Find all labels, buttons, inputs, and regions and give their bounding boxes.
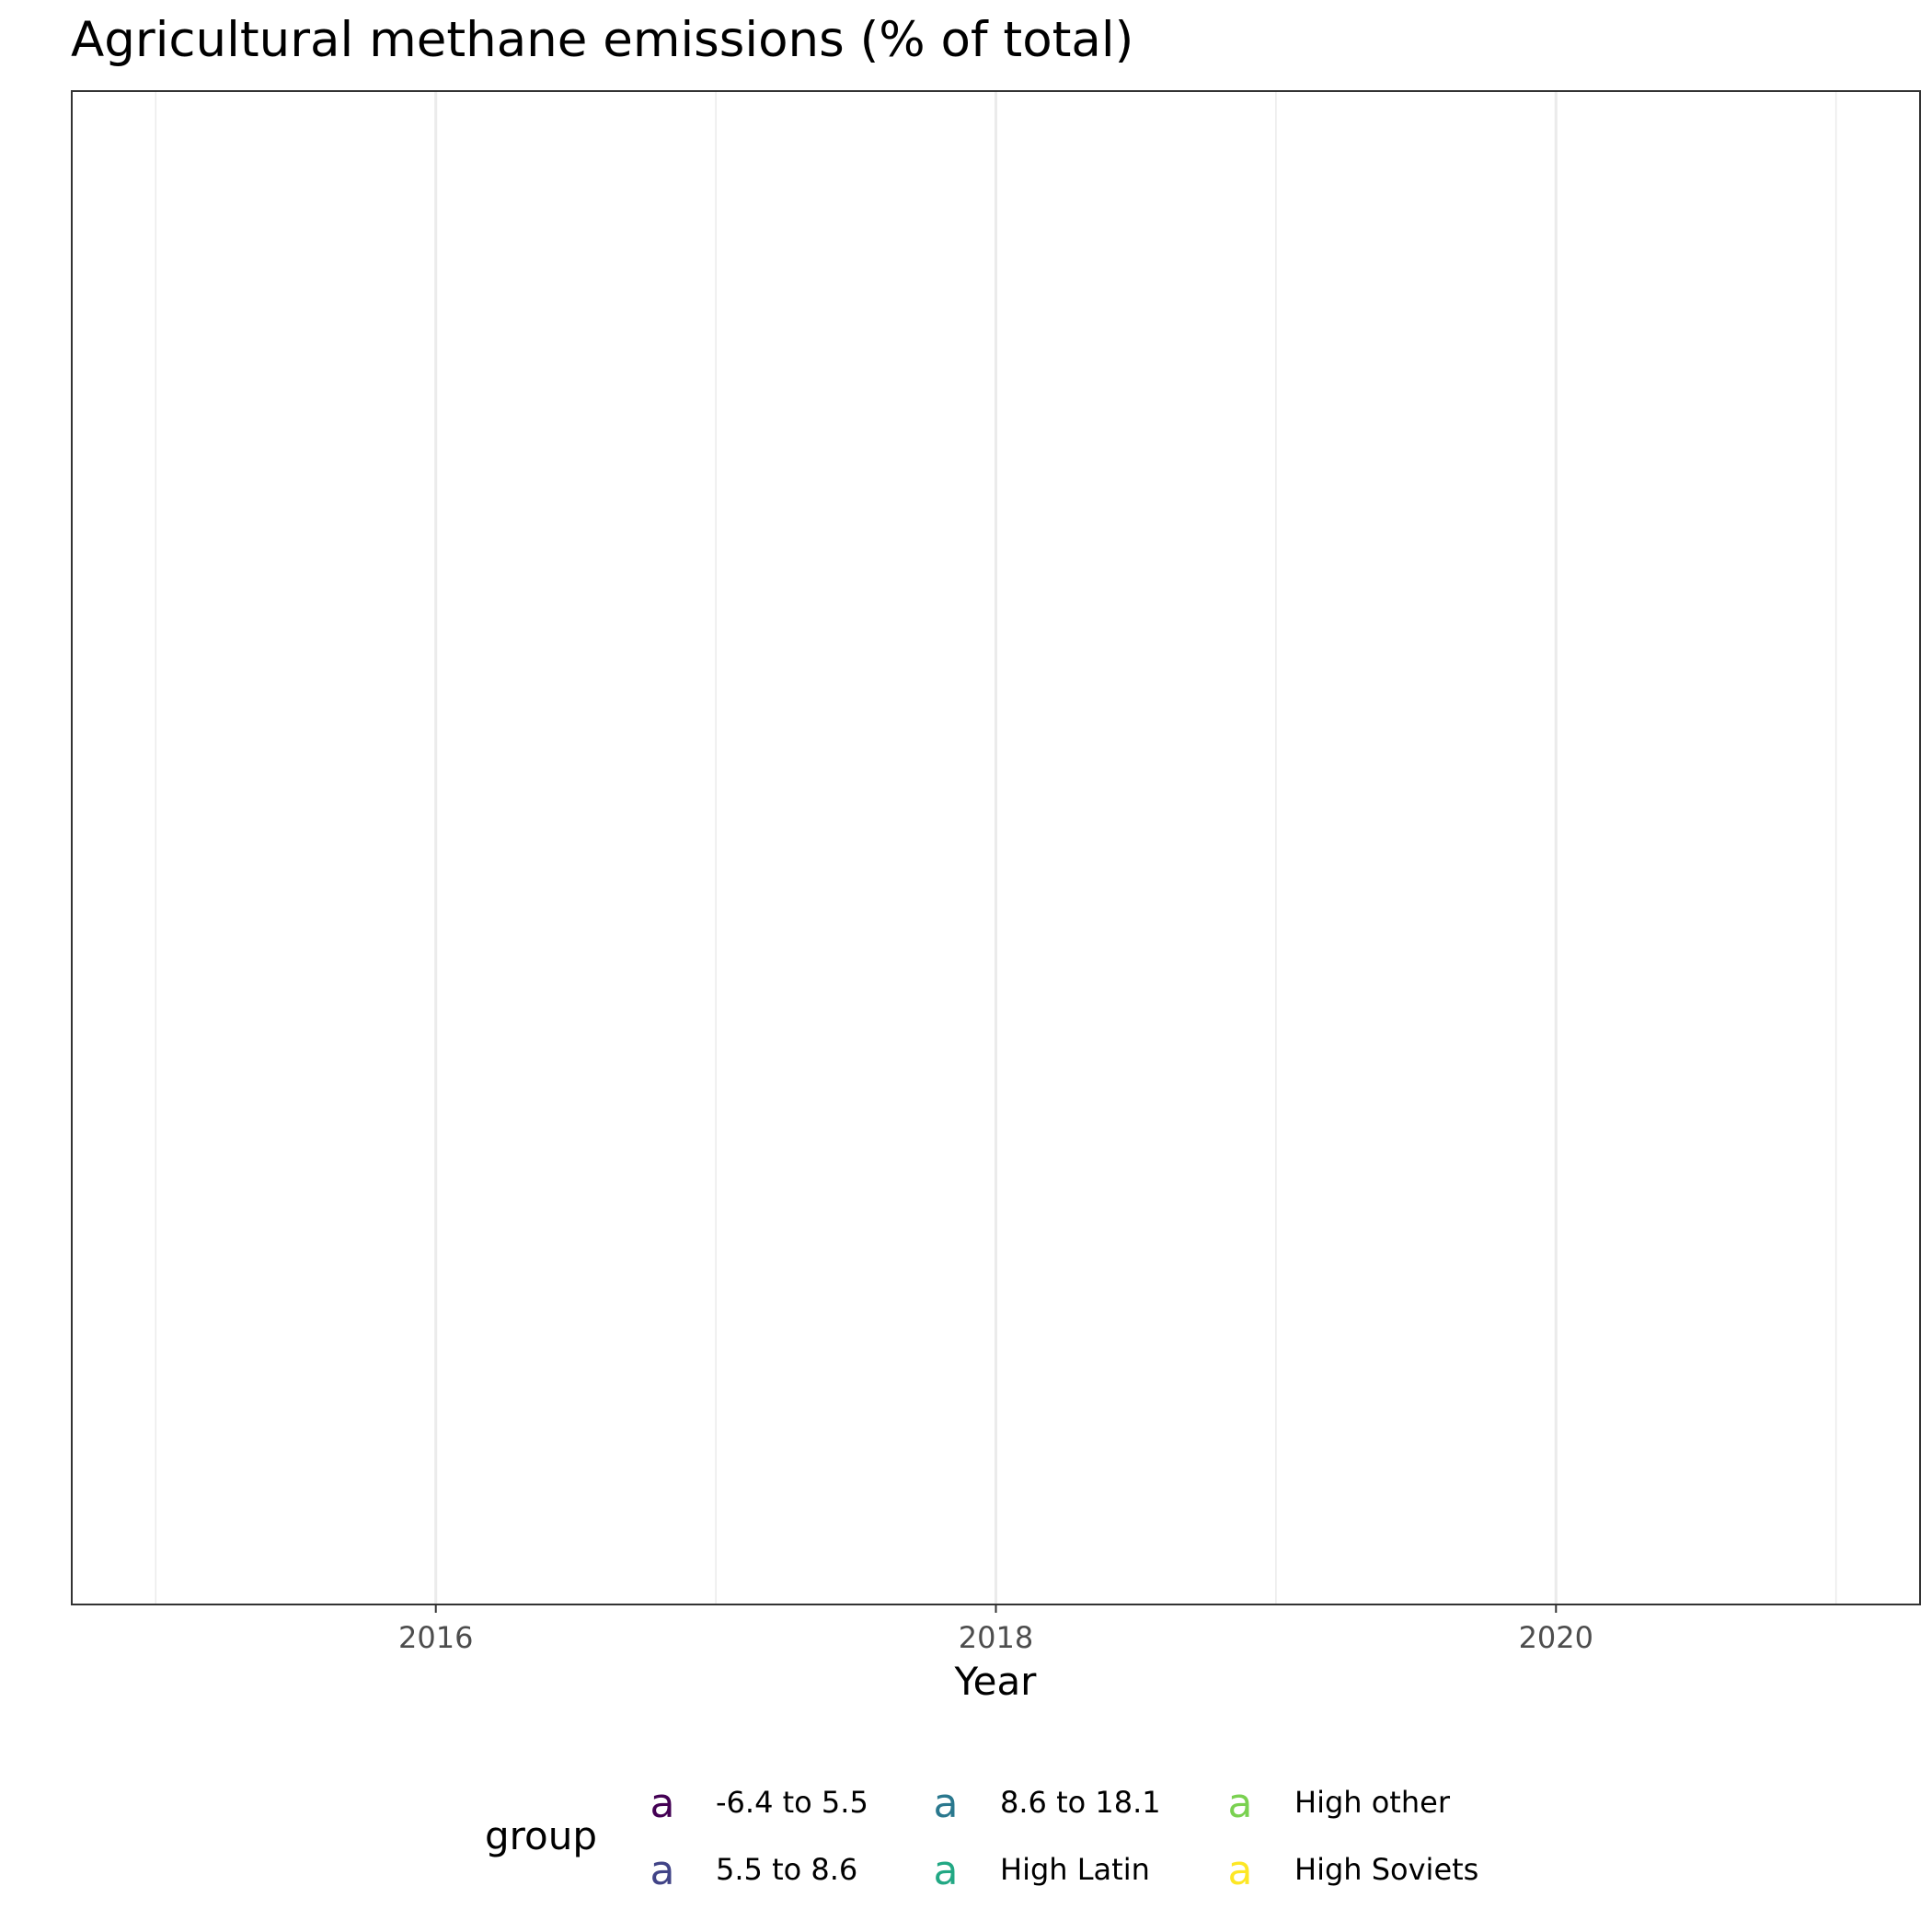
legend-title: group [485,1813,597,1858]
legend-key: a [650,1780,675,1827]
x-axis-title: Year [954,1659,1038,1704]
legend-item: a 8.6 to 18.1 [934,1780,1161,1827]
legend-key: a [934,1847,959,1894]
legend-label: High Latin [1000,1852,1150,1887]
x-tick-label: 2020 [1519,1620,1593,1655]
legend-item: a -6.4 to 5.5 [650,1780,868,1827]
x-tick-label: 2018 [959,1620,1033,1655]
legend-label: 8.6 to 18.1 [1000,1785,1161,1820]
legend-label: High other [1294,1785,1451,1820]
x-tick-label: 2016 [398,1620,473,1655]
legend-key: a [1228,1847,1253,1894]
grid-lines [155,91,1837,1604]
x-axis: 2016 2018 2020 [398,1604,1593,1655]
legend-entries: a -6.4 to 5.5 a 5.5 to 8.6 a 8.6 to 18.1 a High… [650,1780,1479,1894]
legend-key: a [1228,1780,1253,1827]
legend-item: a 5.5 to 8.6 [650,1847,858,1894]
chart-title: Agricultural methane emissions (% of tot… [71,12,1133,68]
legend-item: a High Latin [934,1847,1150,1894]
legend-item: a High other [1228,1780,1451,1827]
legend-item: a High Soviets [1228,1847,1479,1894]
legend-label: -6.4 to 5.5 [716,1785,868,1820]
legend-label: 5.5 to 8.6 [716,1852,857,1887]
legend: group a -6.4 to 5.5 a 5.5 to 8.6 a 8.6 to 18.… [485,1780,1478,1894]
legend-key: a [934,1780,959,1827]
legend-label: High Soviets [1294,1852,1478,1887]
legend-key: a [650,1847,675,1894]
